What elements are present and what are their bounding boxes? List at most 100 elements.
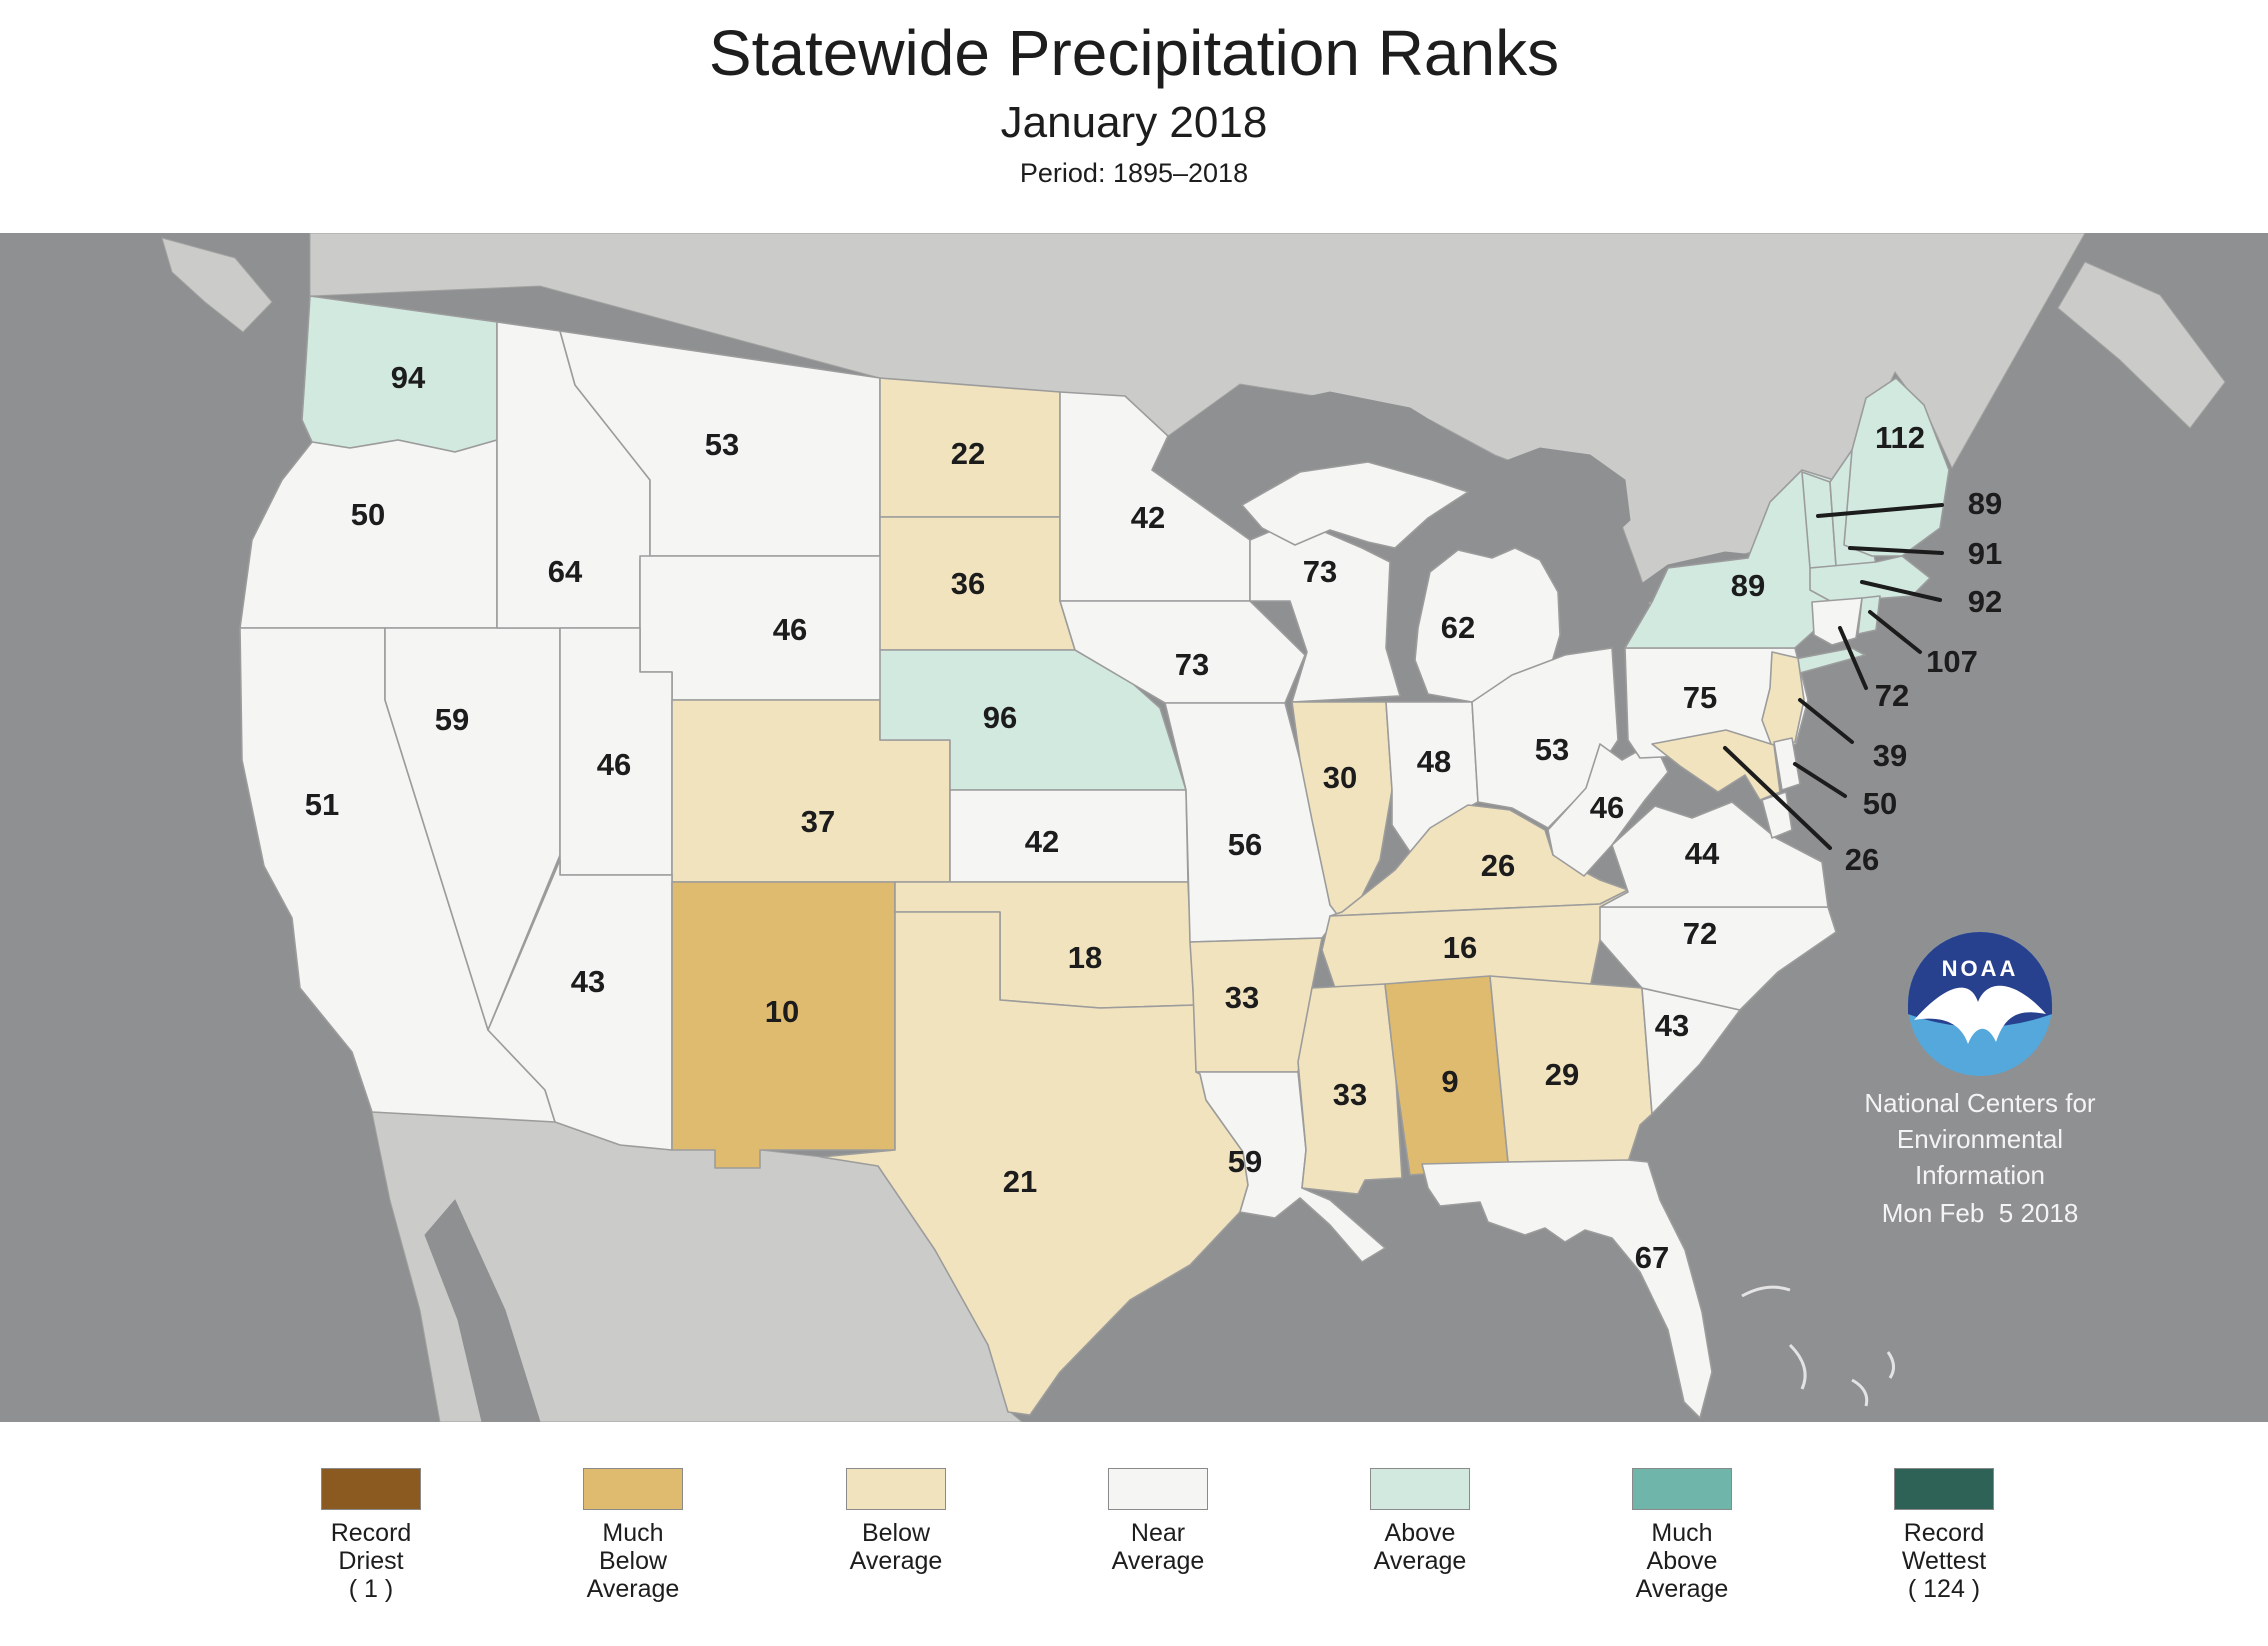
rank-label-de-callout: 50 (1863, 786, 1897, 821)
callout-line-nj (1798, 698, 1854, 744)
legend-label: Above Average (1373, 1519, 1467, 1575)
legend-swatch-near-average (1108, 1468, 1208, 1510)
noaa-acronym-text: NOAA (1942, 956, 2019, 981)
rank-label-tn: 16 (1443, 930, 1477, 965)
rank-label-wy: 46 (773, 612, 807, 647)
callout-line-de (1793, 762, 1847, 798)
rank-label-ar: 33 (1225, 980, 1259, 1015)
rank-label-sd: 36 (951, 566, 985, 601)
callout-line-ct (1838, 626, 1868, 690)
rank-label-ma-callout: 92 (1968, 584, 2002, 619)
state-az (487, 859, 673, 1151)
callout-lines-group (1723, 503, 1944, 850)
legend: Record Driest ( 1 ) Much Below Average B… (0, 1468, 2268, 1646)
rank-label-vt-callout: 89 (1968, 486, 2002, 521)
rank-label-wi: 73 (1303, 554, 1337, 589)
island-outline (1741, 1285, 1791, 1298)
legend-item-near-average: Near Average (1048, 1468, 1268, 1575)
state-fl (1421, 1159, 1713, 1419)
legend-label: Much Above Average (1635, 1519, 1729, 1603)
rank-label-in: 48 (1417, 744, 1451, 779)
state-mi-lower (1414, 547, 1563, 703)
rank-label-ny: 89 (1731, 568, 1765, 603)
rank-label-ms: 33 (1333, 1077, 1367, 1112)
legend-label: Record Wettest ( 124 ) (1901, 1519, 1987, 1603)
legend-swatch-below-average (846, 1468, 946, 1510)
noaa-attribution: National Centers for Environmental Infor… (1864, 1088, 2096, 1228)
page-subtitle: January 2018 (1000, 98, 1268, 147)
state-tx (820, 911, 1249, 1416)
legend-item-record-wettest: Record Wettest ( 124 ) (1834, 1468, 2054, 1603)
rank-label-ok: 18 (1068, 940, 1102, 975)
legend-label: Near Average (1111, 1519, 1205, 1575)
rank-label-nm: 10 (765, 994, 799, 1029)
rank-label-nc: 72 (1683, 916, 1717, 951)
rank-label-nd: 22 (951, 436, 985, 471)
rank-label-ga: 29 (1545, 1057, 1579, 1092)
nova-scotia (2057, 261, 2226, 429)
rank-label-co: 37 (801, 804, 835, 839)
rank-label-ia: 73 (1175, 647, 1209, 682)
us-precipitation-rank-map: 94 50 51 59 64 53 46 46 37 43 10 22 36 9… (0, 233, 2268, 1422)
callout-line-vt (1816, 503, 1944, 518)
legend-item-below-average: Below Average (786, 1468, 1006, 1575)
rank-label-ut: 46 (597, 747, 631, 782)
legend-label: Much Below Average (586, 1519, 680, 1603)
rank-label-mn: 42 (1131, 500, 1165, 535)
rank-label-me: 112 (1875, 420, 1925, 455)
state-mi-upper (1241, 461, 1469, 549)
rank-labels-group: 94 50 51 59 64 53 46 46 37 43 10 22 36 9… (305, 360, 2002, 1275)
state-de (1773, 737, 1801, 791)
state-nc (1599, 906, 1837, 1011)
attribution-line: Environmental (1897, 1124, 2063, 1154)
attribution-line: National Centers for (1864, 1088, 2096, 1118)
rank-label-ri-callout: 107 (1926, 644, 1978, 679)
rank-label-oh: 53 (1535, 732, 1569, 767)
callout-line-md (1723, 746, 1832, 850)
legend-label: Record Driest ( 1 ) (330, 1519, 412, 1603)
period-of-record: Period: 1895–2018 (1019, 158, 1249, 188)
legend-swatch-record-driest (321, 1468, 421, 1510)
rank-label-nj-callout: 39 (1873, 738, 1907, 773)
rank-label-la: 59 (1228, 1144, 1262, 1179)
rank-label-al: 9 (1441, 1064, 1458, 1099)
rank-label-id: 64 (548, 554, 583, 589)
noaa-logo: NOAA (1908, 932, 2052, 1076)
map-date: Mon Feb 5 2018 (1882, 1198, 2079, 1228)
legend-item-above-average: Above Average (1310, 1468, 1530, 1575)
state-wv (1547, 741, 1669, 877)
bahamas-islands (1741, 1285, 1895, 1407)
rank-label-ne: 96 (983, 700, 1017, 735)
state-ks (949, 789, 1189, 883)
legend-swatch-much-above-average (1632, 1468, 1732, 1510)
state-va (1599, 801, 1829, 908)
noaa-seagull-icon (1914, 985, 2046, 1044)
rank-label-wa: 94 (391, 360, 426, 395)
legend-swatch-much-below-average (583, 1468, 683, 1510)
rank-label-mo: 56 (1228, 827, 1262, 862)
rank-label-ks: 42 (1025, 824, 1059, 859)
rank-label-pa: 75 (1683, 680, 1717, 715)
island-outline (1788, 1343, 1807, 1390)
rank-label-or: 50 (351, 497, 385, 532)
legend-swatch-above-average (1370, 1468, 1470, 1510)
rank-label-mi: 62 (1441, 610, 1475, 645)
rank-label-az: 43 (571, 964, 605, 999)
state-ri (1857, 595, 1881, 635)
callout-line-nh (1848, 546, 1944, 555)
rank-label-fl: 67 (1635, 1240, 1669, 1275)
legend-item-much-below-average: Much Below Average (523, 1468, 743, 1603)
rank-label-ky: 26 (1481, 848, 1515, 883)
rank-label-va: 44 (1685, 836, 1720, 871)
rank-label-wv: 46 (1590, 790, 1624, 825)
rank-label-nh-callout: 91 (1968, 536, 2002, 571)
legend-label: Below Average (849, 1519, 943, 1575)
rank-label-ca: 51 (305, 787, 339, 822)
page-title: Statewide Precipitation Ranks (708, 17, 1560, 89)
rank-label-sc: 43 (1655, 1008, 1689, 1043)
state-ct (1811, 597, 1863, 646)
rank-label-il: 30 (1323, 760, 1357, 795)
rank-label-tx: 21 (1003, 1164, 1037, 1199)
legend-item-record-driest: Record Driest ( 1 ) (261, 1468, 481, 1603)
legend-swatch-record-wettest (1894, 1468, 1994, 1510)
